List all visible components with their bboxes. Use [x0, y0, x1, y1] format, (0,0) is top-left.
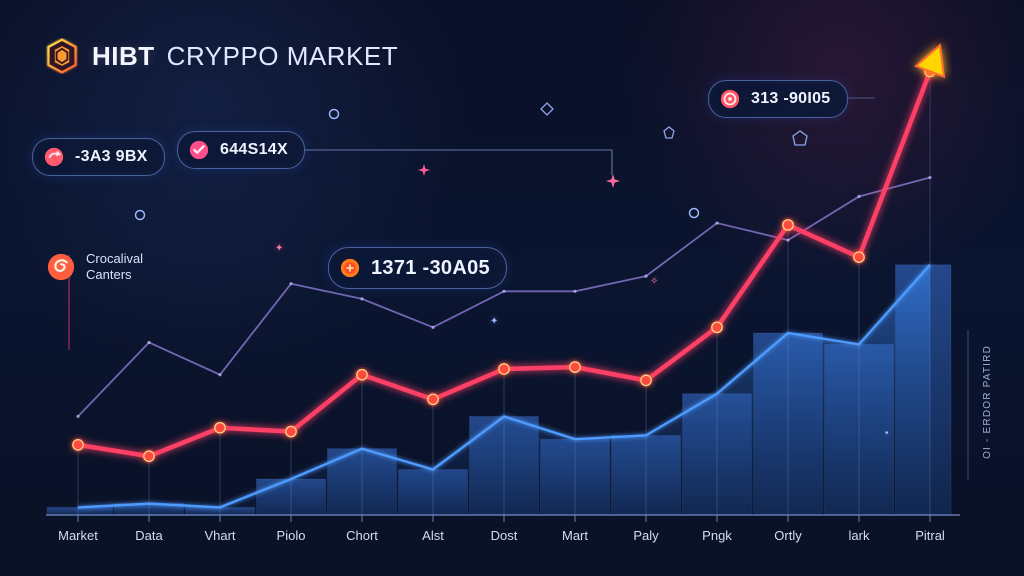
- purple-point-9: [715, 221, 719, 225]
- decorative-ring-2: [134, 209, 146, 221]
- page-title: CRYPPO MARKET: [166, 40, 399, 71]
- xaxis-layer: Market Data Vhart Piolo Chort Alst Dost Mart Pal…: [46, 514, 960, 543]
- red-point-3: [285, 425, 297, 438]
- purple-point-0: [76, 414, 80, 419]
- callout-4: 313 -90I05: [708, 80, 848, 118]
- side-card: Crocalival Canters: [46, 251, 144, 282]
- callout-1-text: -3A3 9BX: [75, 148, 148, 165]
- right-axis-label-text: OI - ERDOR PATIRD: [981, 345, 993, 459]
- red-point-10: [782, 219, 794, 231]
- callout-1: -3A3 9BX: [32, 138, 165, 176]
- x-tick-label-8: Paly: [633, 528, 659, 543]
- red-point-8: [640, 374, 652, 387]
- x-tick-label-10: Ortly: [774, 528, 802, 543]
- decorative-shape-1: [540, 102, 554, 116]
- sparkle-2: ✦: [490, 316, 499, 327]
- sparkle-1: ✦: [275, 243, 284, 254]
- coin-icon: [340, 258, 360, 278]
- x-tick-label-9: Pngk: [702, 528, 732, 543]
- header: HIBT CRYPPO MARKET: [44, 38, 398, 74]
- decorative-ring-1: [328, 108, 340, 120]
- red-layer: [70, 43, 946, 515]
- callout-4-text: 313 -90I05: [751, 90, 831, 107]
- checkmark-icon: [189, 140, 209, 160]
- sparkle-4: ✧: [650, 276, 659, 287]
- purple-point-7: [573, 289, 577, 293]
- purple-point-12: [928, 175, 932, 180]
- red-point-7: [569, 361, 581, 373]
- red-point-11: [853, 251, 865, 264]
- blue-series-line: [77, 263, 931, 509]
- hexagon-icon: [47, 38, 77, 74]
- purple-layer: [76, 175, 932, 419]
- x-tick-label-0: Market: [58, 528, 98, 543]
- decorative-shape-3: [663, 126, 675, 139]
- x-tick-label-4: Chort: [346, 528, 378, 543]
- x-tick-label-7: Mart: [562, 528, 588, 543]
- side-label-line-1: Crocalival: [86, 251, 144, 266]
- blue-area: [78, 264, 930, 515]
- purple-point-10: [786, 238, 790, 242]
- decorative-shape-2: [792, 130, 808, 146]
- red-point-2: [214, 421, 226, 434]
- red-point-5: [427, 393, 439, 406]
- x-tick-label-3: Piolo: [277, 528, 306, 543]
- callout-3-text: 1371 -30A05: [371, 256, 490, 279]
- right-axis-label: OI - ERDOR PATIRD: [978, 332, 996, 472]
- x-tick-label-6: Dost: [491, 528, 518, 543]
- brand-text: HIBT: [92, 40, 155, 71]
- purple-point-8: [644, 274, 648, 278]
- red-point-1: [143, 450, 155, 463]
- side-label-line-2: Canters: [86, 266, 132, 282]
- purple-point-3: [289, 282, 293, 286]
- purple-point-5: [431, 325, 435, 329]
- decorative-star-2: [606, 174, 620, 188]
- decorative-ring-3: [688, 207, 700, 219]
- sparkle-3: •: [885, 428, 889, 439]
- circle-arrow-icon: [44, 147, 64, 167]
- purple-point-2: [218, 373, 222, 377]
- x-tick-label-11: lark: [849, 528, 870, 543]
- decorative-star-1: [418, 164, 430, 176]
- purple-point-4: [360, 297, 364, 301]
- callout-2-text: 644S14X: [220, 141, 288, 158]
- x-tick-label-12: Pitral: [915, 528, 945, 543]
- trend-arrowhead: [914, 43, 946, 79]
- purple-point-6: [502, 289, 506, 293]
- connector-line: [303, 149, 613, 175]
- purple-point-1: [147, 340, 151, 345]
- red-point-4: [356, 368, 368, 381]
- purple-point-11: [857, 194, 861, 199]
- x-tick-label-5: Alst: [422, 528, 444, 543]
- target-icon: [720, 89, 740, 109]
- area-layer: [77, 263, 931, 515]
- callout-2: 644S14X: [177, 131, 305, 169]
- x-tick-label-1: Data: [135, 528, 163, 543]
- callout-3: 1371 -30A05: [328, 247, 507, 289]
- red-point-9: [711, 321, 723, 334]
- red-point-0: [72, 439, 84, 451]
- red-point-6: [498, 363, 510, 375]
- spiral-icon: [47, 253, 75, 281]
- x-tick-label-2: Vhart: [204, 528, 235, 543]
